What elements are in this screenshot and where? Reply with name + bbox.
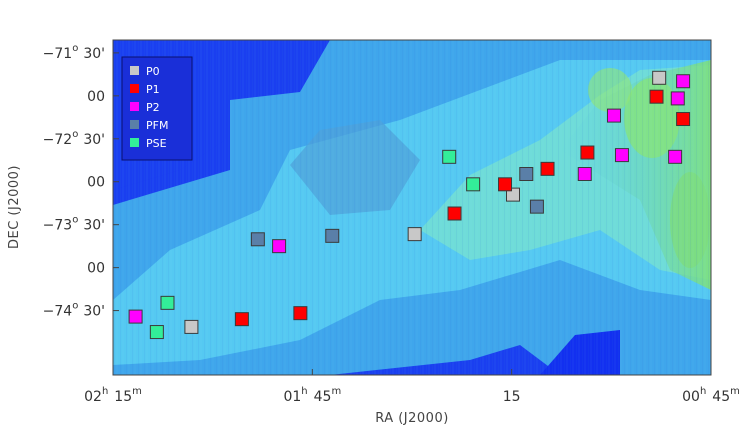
marker-pse (149, 325, 164, 340)
legend-label-p1: P1 (146, 83, 160, 96)
y-tick-label: 00 (87, 175, 105, 191)
legend-label-pse: PSE (146, 137, 167, 150)
marker-p2 (128, 309, 143, 324)
y-axis-ticks: −71o 30' 00 −72o 30' 00 −73o 30' 00 −74o 30' (43, 43, 119, 320)
marker-pse (442, 149, 457, 164)
marker-p2 (606, 108, 621, 123)
legend-swatch-p1 (130, 84, 139, 93)
y-tick-label: −71o 30' (43, 43, 105, 62)
y-tick-label: −72o 30' (43, 129, 105, 148)
marker-pfm (519, 167, 534, 181)
marker-pse (466, 177, 481, 192)
marker-p0 (407, 227, 422, 242)
marker-p1 (540, 161, 555, 176)
legend-label-p2: P2 (146, 101, 160, 114)
marker-p1 (676, 112, 691, 127)
y-axis-label: DEC (J2000) (7, 165, 22, 249)
legend-swatch-p0 (130, 66, 139, 75)
marker-p1 (580, 145, 595, 160)
marker-p2 (676, 74, 691, 89)
plot-frame (112, 39, 712, 376)
marker-p2 (670, 91, 685, 106)
marker-p1 (293, 306, 308, 321)
y-tick-label: −73o 30' (43, 215, 105, 234)
legend-swatch-p2 (130, 102, 139, 111)
marker-p1 (649, 89, 664, 104)
x-tick-label: 01h 45m (283, 386, 341, 405)
marker-p2 (614, 148, 629, 163)
markers (128, 70, 691, 340)
x-tick-label: 00h 45m (682, 386, 740, 405)
legend-swatch-pse (130, 138, 139, 147)
marker-p2 (272, 239, 287, 254)
x-tick-label: 02h 15m (84, 386, 142, 405)
legend-items: P0 P1 P2 PFM PSE (130, 65, 168, 150)
y-tick-label: 00 (87, 261, 105, 277)
marker-pfm (325, 228, 340, 243)
legend-swatch-pfm (130, 120, 139, 129)
legend: P0 P1 P2 PFM PSE (121, 56, 193, 161)
x-axis-ticks: 02h 15m 01h 45m 15 00h 45m (84, 369, 740, 405)
marker-pse (160, 295, 175, 310)
x-tick-label: 15 (503, 389, 521, 405)
marker-pfm (250, 232, 265, 247)
marker-p2 (668, 149, 683, 164)
legend-label-pfm: PFM (146, 119, 168, 132)
density-map (113, 40, 711, 375)
marker-p0 (184, 319, 199, 334)
y-tick-label: 00 (87, 89, 105, 105)
marker-p2 (577, 167, 592, 181)
marker-p0 (652, 70, 667, 85)
y-tick-label: −74o 30' (43, 301, 105, 320)
marker-pfm (529, 199, 544, 214)
marker-p0 (505, 187, 520, 202)
x-axis-label: RA (J2000) (375, 411, 449, 426)
legend-label-p0: P0 (146, 65, 160, 78)
marker-p1 (447, 206, 462, 221)
marker-p1 (234, 312, 249, 327)
marker-p1 (498, 177, 513, 192)
